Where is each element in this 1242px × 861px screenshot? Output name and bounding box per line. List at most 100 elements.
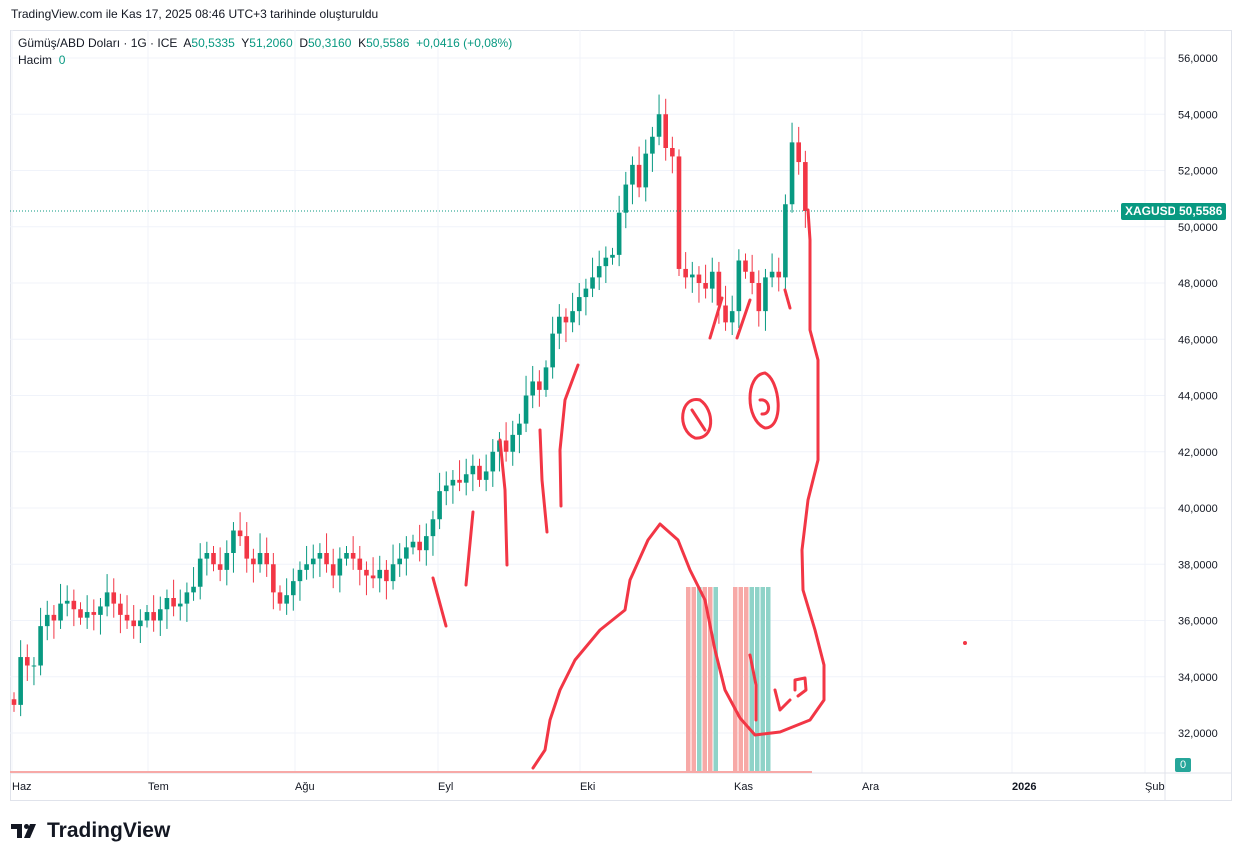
candle-body	[18, 657, 23, 705]
candle-body	[683, 268, 688, 278]
x-tick-label: Ara	[862, 781, 880, 793]
candle-body	[570, 311, 575, 323]
candle-body	[709, 271, 715, 289]
symbol-name[interactable]: Gümüş/ABD Doları · 1G · ICE	[18, 36, 178, 50]
candle-body	[78, 609, 83, 618]
candle-body	[490, 451, 496, 472]
candle-body	[111, 592, 117, 604]
volume-bar	[697, 587, 702, 773]
tradingview-logo[interactable]: TradingView	[11, 819, 170, 843]
freehand-drawing	[464, 510, 475, 587]
freehand-drawing	[431, 576, 448, 628]
candle-body	[237, 530, 243, 537]
y-tick-label: 40,0000	[1178, 503, 1218, 515]
candle-body	[756, 283, 762, 312]
candle-body	[151, 612, 156, 621]
freehand-drawing	[498, 438, 509, 567]
high-label: Y	[241, 36, 250, 50]
volume-bar	[760, 587, 765, 773]
close-value: 50,5586	[366, 36, 410, 50]
candle-body	[603, 257, 609, 267]
volume-bar	[686, 587, 691, 773]
candle-body	[736, 260, 742, 312]
candle-body	[44, 614, 50, 627]
candle-body	[783, 204, 788, 278]
tradingview-logo-icon	[11, 824, 36, 838]
candle-body	[317, 553, 323, 559]
volume-bar	[733, 587, 738, 773]
candle-body	[171, 598, 176, 607]
candle-body	[31, 665, 37, 667]
y-tick-label: 54,0000	[1178, 109, 1218, 121]
candle-body	[197, 558, 203, 587]
candle-body	[390, 564, 396, 582]
candle-body	[443, 485, 449, 492]
candle-body	[477, 465, 482, 480]
candle-body	[98, 606, 103, 615]
chart-legend: Gümüş/ABD Doları · 1G · ICE A50,5335 Y51…	[18, 35, 512, 69]
candle-body	[803, 162, 808, 211]
candle-body	[364, 569, 369, 576]
candle-body	[610, 254, 615, 258]
candle-body	[138, 620, 143, 627]
open-value: 50,5335	[191, 36, 235, 50]
candle-body	[470, 465, 476, 475]
candle-body	[563, 316, 569, 323]
freehand-drawing	[558, 363, 580, 508]
candle-body	[330, 564, 336, 576]
x-tick-label: Şub	[1145, 781, 1165, 793]
candle-body	[404, 547, 409, 559]
last-price-tag: 50,5586	[1175, 203, 1227, 220]
volume-value: 0	[58, 53, 66, 67]
freehand-drawing	[748, 371, 780, 430]
candle-body	[118, 603, 123, 615]
candle-body	[676, 156, 682, 269]
candle-body	[550, 333, 555, 368]
candle-body	[583, 288, 589, 298]
candle-body	[690, 274, 695, 278]
chart-caption: TradingView.com ile Kas 17, 2025 08:46 U…	[11, 7, 379, 21]
x-tick-label: Kas	[734, 781, 753, 793]
candle-body	[211, 553, 216, 565]
volume-tag: 0	[1175, 758, 1191, 772]
candle-body	[217, 564, 223, 570]
open-label: A	[183, 36, 192, 50]
candle-body	[337, 558, 343, 576]
candle-body	[636, 164, 642, 188]
chart-frame[interactable]	[10, 30, 1232, 801]
candle-body	[557, 316, 562, 334]
candle-body	[437, 491, 442, 520]
candle-body	[38, 626, 43, 666]
candle-body	[590, 277, 595, 289]
candle-body	[630, 164, 635, 185]
freehand-drawing	[708, 296, 724, 340]
y-tick-label: 46,0000	[1178, 334, 1218, 346]
volume-bar	[713, 587, 718, 773]
candle-body	[144, 612, 150, 621]
y-tick-label: 52,0000	[1178, 166, 1218, 178]
high-value: 51,2060	[249, 36, 293, 50]
candle-body	[257, 553, 263, 565]
low-value: 50,3160	[308, 36, 352, 50]
candle-body	[776, 271, 782, 278]
y-tick-label: 50,0000	[1178, 222, 1218, 234]
candle-body	[304, 564, 309, 570]
candle-body	[650, 136, 655, 154]
freehand-drawing	[783, 288, 792, 310]
candle-body	[158, 609, 163, 621]
candle-body	[71, 600, 77, 610]
candle-body	[716, 271, 722, 306]
volume-bar	[738, 587, 743, 773]
candle-body	[450, 479, 456, 486]
symbol-price-tag: XAGUSD	[1121, 203, 1181, 220]
candle-body	[377, 569, 383, 579]
change-value: +0,0416 (+0,08%)	[416, 36, 513, 50]
candle-body	[177, 603, 183, 607]
x-tick-label: 2026	[1012, 781, 1036, 793]
candle-body	[596, 266, 602, 278]
candle-body	[430, 519, 436, 537]
candle-body	[424, 536, 429, 551]
candle-body	[769, 271, 775, 278]
candle-body	[384, 569, 389, 582]
